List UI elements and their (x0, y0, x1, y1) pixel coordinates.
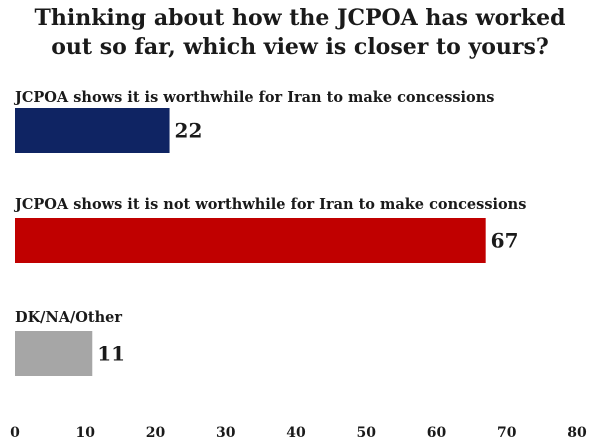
x-tick-label: 60 (427, 425, 447, 441)
x-tick-label: 10 (76, 425, 96, 441)
value-label: 22 (175, 119, 203, 143)
x-tick-label: 20 (146, 425, 166, 441)
x-tick-label: 70 (497, 425, 517, 441)
x-tick-label: 40 (286, 425, 306, 441)
x-tick-label: 50 (357, 425, 377, 441)
value-label: 67 (491, 229, 519, 253)
category-label: JCPOA shows it is worthwhile for Iran to… (13, 89, 494, 106)
x-tick-label: 0 (10, 425, 20, 441)
bar (15, 218, 486, 263)
bar (15, 108, 170, 153)
x-tick-label: 80 (567, 425, 587, 441)
category-label: JCPOA shows it is not worthwhile for Ira… (13, 196, 526, 213)
value-label: 11 (97, 342, 125, 366)
bar (15, 331, 92, 376)
x-tick-label: 30 (216, 425, 236, 441)
category-label: DK/NA/Other (15, 309, 122, 326)
